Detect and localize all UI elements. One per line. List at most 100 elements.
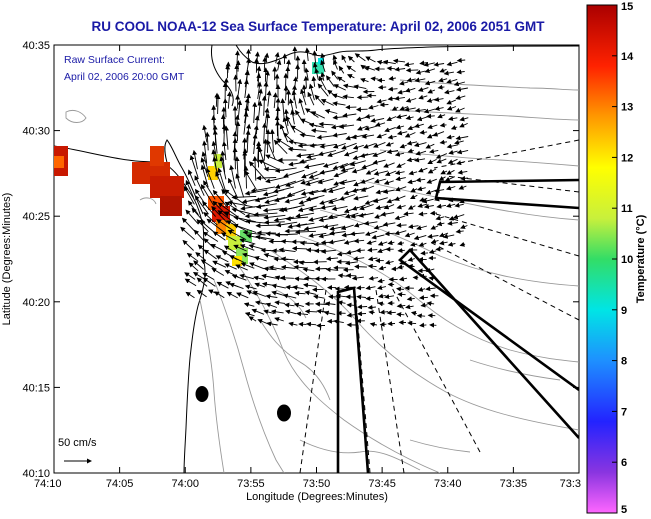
current-vector: [406, 296, 415, 302]
current-vector: [415, 150, 427, 156]
current-vector: [303, 75, 309, 88]
current-vector: [300, 177, 319, 185]
current-vector: [227, 200, 255, 208]
current-vector: [299, 240, 315, 246]
current-vector: [202, 277, 216, 287]
current-vector: [280, 256, 295, 262]
current-vector: [417, 87, 429, 92]
current-vector: [180, 226, 195, 241]
current-vector: [254, 300, 267, 306]
current-vector: [428, 249, 437, 254]
current-vector: [200, 184, 215, 206]
current-vector: [397, 247, 405, 253]
current-vector: [212, 231, 226, 241]
current-vector: [333, 319, 344, 325]
x-tick-label: 73:50: [303, 478, 331, 490]
current-vector: [283, 85, 289, 101]
current-vector: [407, 256, 415, 262]
current-vector: [378, 265, 387, 271]
current-vector: [202, 272, 215, 280]
y-tick-label: 40:15: [22, 382, 50, 394]
current-vector: [430, 238, 439, 244]
current-vector: [419, 129, 428, 135]
current-vector: [446, 134, 455, 140]
current-vector: [273, 186, 295, 194]
current-vector: [296, 311, 309, 317]
current-vector: [308, 215, 328, 222]
current-vector: [194, 175, 205, 196]
current-vector: [413, 234, 427, 241]
current-vector: [314, 68, 320, 81]
current-vector: [430, 225, 439, 230]
current-vector: [396, 222, 407, 228]
current-vector: [364, 65, 376, 71]
current-vector: [233, 215, 256, 223]
x-tick-label: 73:45: [368, 478, 396, 490]
current-vector: [444, 176, 456, 182]
current-vector: [407, 179, 417, 185]
current-vector: [233, 223, 257, 233]
buoy-dot: [277, 404, 291, 422]
current-vector: [352, 144, 364, 150]
current-vector: [446, 169, 455, 175]
colorbar-tick-label: 12: [621, 152, 633, 164]
current-vector: [356, 294, 366, 300]
current-vector: [326, 75, 335, 88]
current-vector: [317, 83, 329, 97]
x-tick-label: 74:10: [34, 478, 62, 490]
current-vector: [446, 203, 456, 208]
map-panel: Raw Surface Current: April 02, 2006 20:0…: [53, 44, 580, 474]
current-vector: [459, 116, 469, 122]
current-vector: [203, 249, 217, 260]
current-vector: [427, 124, 438, 130]
current-vector: [196, 289, 207, 298]
current-vector: [388, 75, 396, 81]
current-vector: [418, 94, 428, 100]
current-vector: [446, 143, 458, 149]
current-vector: [423, 108, 436, 114]
current-vector: [365, 285, 376, 291]
current-vector: [341, 142, 357, 150]
current-vector: [438, 176, 446, 181]
current-vector: [227, 229, 247, 240]
current-vector: [410, 187, 418, 193]
current-vector: [342, 94, 354, 100]
current-vector: [187, 169, 196, 186]
current-vector: [408, 170, 418, 176]
coastline-sandy-hook: [164, 139, 204, 215]
current-vector: [406, 77, 416, 83]
current-vector: [354, 264, 367, 270]
colorbar-tick-label: 7: [621, 406, 627, 418]
current-vector: [280, 275, 294, 281]
current-vector: [404, 87, 416, 93]
current-vector: [265, 294, 278, 299]
current-vector: [459, 241, 466, 247]
current-vector: [271, 283, 286, 289]
current-vector: [349, 231, 365, 237]
current-vector: [229, 164, 236, 189]
current-vector: [448, 116, 458, 122]
current-vector: [265, 302, 278, 308]
current-vector: [303, 225, 325, 232]
radar-dashed-lines: [299, 139, 579, 473]
current-vector: [231, 207, 256, 216]
current-vector: [255, 223, 279, 229]
current-vector: [448, 149, 458, 155]
current-vector: [387, 134, 397, 140]
current-vector: [421, 198, 434, 204]
current-vector: [453, 81, 466, 87]
x-tick-label: 73:40: [434, 478, 462, 490]
current-vector: [345, 260, 358, 266]
current-vector: [284, 302, 295, 308]
current-vector: [283, 169, 305, 178]
current-vector: [439, 68, 447, 73]
current-vector: [443, 70, 454, 76]
current-vector: [346, 74, 355, 79]
current-vector: [364, 113, 375, 119]
current-vector: [372, 159, 386, 165]
current-vector: [355, 116, 367, 122]
current-vector: [410, 310, 417, 316]
current-vector: [455, 135, 469, 141]
current-vector: [236, 292, 249, 299]
current-vector: [235, 264, 248, 271]
